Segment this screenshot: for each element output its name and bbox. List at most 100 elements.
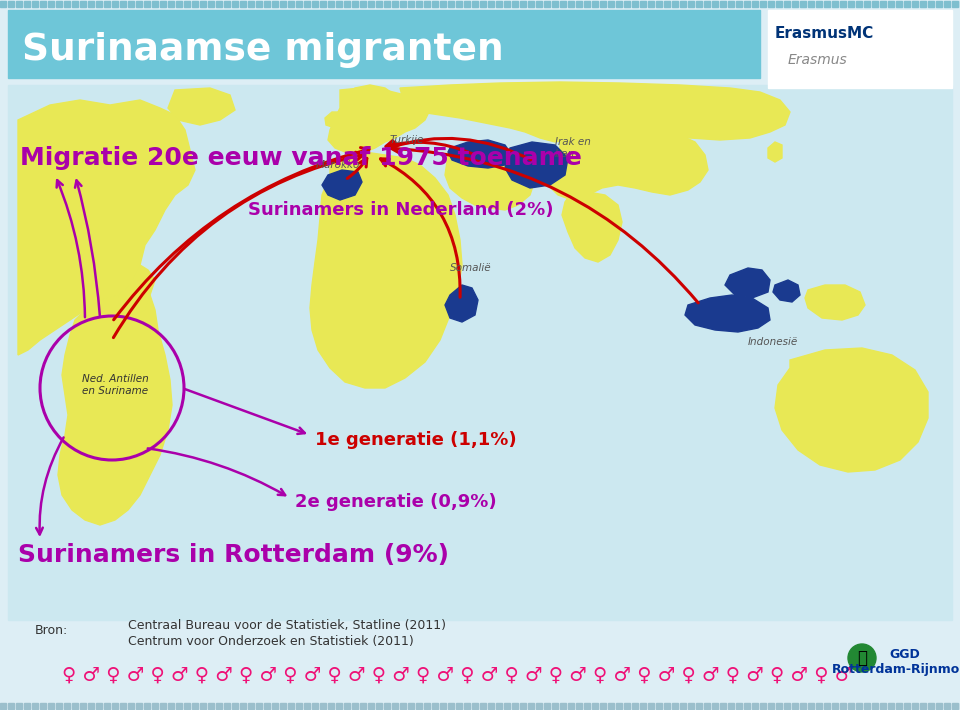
Bar [216,703,222,709]
Bar [904,1,910,7]
Bar [728,1,734,7]
Bar [24,703,30,709]
Bar [520,1,526,7]
Bar [624,1,630,7]
Bar [248,703,254,709]
Bar [680,1,686,7]
Bar [184,703,190,709]
Bar [864,1,870,7]
Bar [432,1,438,7]
Bar [320,1,326,7]
Text: Erasmus: Erasmus [788,53,848,67]
Text: Somalië: Somalië [450,263,492,273]
Bar [544,1,550,7]
Polygon shape [805,285,865,320]
Bar [920,703,926,709]
Bar [816,1,822,7]
Bar [456,1,462,7]
Bar [568,1,574,7]
Bar [560,703,566,709]
Bar [608,1,614,7]
Bar [104,1,110,7]
Bar [192,1,198,7]
Bar [936,703,942,709]
Bar [272,703,278,709]
Bar [488,703,494,709]
Bar [784,1,790,7]
Bar [912,1,918,7]
Bar [160,703,166,709]
Bar [792,703,798,709]
FancyArrowPatch shape [184,389,304,434]
Bar [432,703,438,709]
Bar [672,1,678,7]
Bar [784,703,790,709]
Bar [496,703,502,709]
Bar [216,1,222,7]
Bar [320,703,326,709]
Bar [272,1,278,7]
Bar [376,1,382,7]
Bar [944,1,950,7]
Text: Centrum voor Onderzoek en Statistiek (2011): Centrum voor Onderzoek en Statistiek (20… [128,635,414,648]
Bar [480,703,486,709]
Bar [800,1,806,7]
FancyArrowPatch shape [113,152,364,338]
Text: 1e generatie (1,1%): 1e generatie (1,1%) [315,431,516,449]
Bar [648,703,654,709]
Bar [720,703,726,709]
Bar [224,1,230,7]
Bar [296,703,302,709]
Bar [208,1,214,7]
Bar [712,703,718,709]
Bar [336,1,342,7]
Bar [936,1,942,7]
Bar [760,1,766,7]
Bar [200,1,206,7]
Bar [64,703,70,709]
Bar [208,703,214,709]
Bar [896,703,902,709]
Bar [344,703,350,709]
Bar [728,703,734,709]
Bar [600,1,606,7]
Bar [496,1,502,7]
Polygon shape [328,88,430,155]
Bar [384,1,390,7]
Bar [656,1,662,7]
Bar [136,703,142,709]
Bar [32,1,38,7]
Bar [240,703,246,709]
Bar [824,1,830,7]
Polygon shape [445,285,478,322]
Polygon shape [322,170,362,200]
Bar [520,703,526,709]
FancyArrowPatch shape [36,437,63,535]
Bar [352,703,358,709]
Bar [872,1,878,7]
FancyArrowPatch shape [386,141,472,154]
Bar [680,703,686,709]
Bar [128,703,134,709]
Text: Centraal Bureau voor de Statistiek, Statline (2011): Centraal Bureau voor de Statistiek, Stat… [128,620,446,633]
Text: Surinaamse migranten: Surinaamse migranten [22,32,504,68]
Bar [536,703,542,709]
Bar [848,703,854,709]
Bar [440,1,446,7]
Bar [400,1,406,7]
Bar [944,703,950,709]
Bar [144,1,150,7]
Bar [800,703,806,709]
Bar [296,1,302,7]
Text: Bron:: Bron: [35,623,68,636]
Bar [832,1,838,7]
FancyArrowPatch shape [75,180,100,315]
Bar [536,1,542,7]
FancyArrowPatch shape [148,449,285,495]
FancyArrowPatch shape [389,138,533,160]
Bar [24,1,30,7]
Bar [696,703,702,709]
Bar [112,703,118,709]
Bar [192,703,198,709]
Bar [736,703,742,709]
